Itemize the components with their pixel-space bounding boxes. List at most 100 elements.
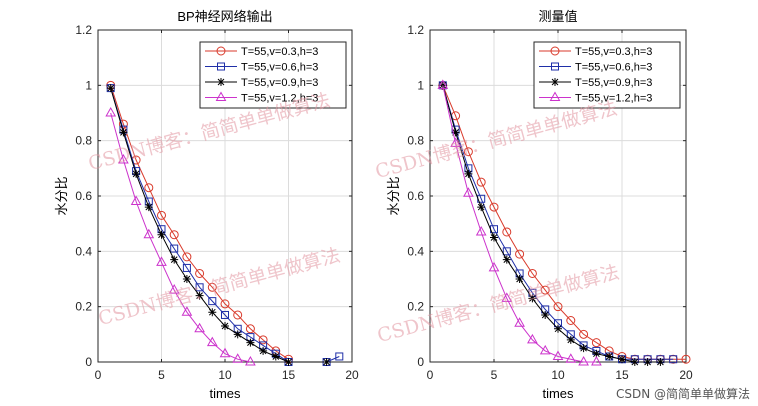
data-point	[208, 308, 217, 317]
data-point	[182, 275, 191, 283]
data-point	[156, 256, 167, 266]
y-tick-label: 0.4	[75, 244, 92, 258]
x-tick-label: 10	[218, 368, 232, 382]
data-point	[220, 299, 230, 309]
data-point	[144, 203, 153, 212]
data-point	[488, 261, 500, 272]
legend-marker	[551, 78, 559, 86]
x-tick-label: 0	[427, 368, 434, 382]
legend-label: T=55,v=0.9,h=3	[575, 77, 652, 89]
data-point	[592, 349, 601, 358]
data-point	[552, 350, 564, 360]
data-point	[233, 330, 242, 339]
y-tick-label: 0.8	[75, 134, 92, 148]
chart-title: BP神经网络输出	[177, 9, 272, 24]
data-point	[490, 233, 498, 242]
y-tick-label: 0.6	[407, 189, 424, 203]
y-tick-label: 0.4	[407, 244, 424, 258]
data-point	[669, 355, 678, 364]
series-4	[105, 106, 256, 366]
data-point	[528, 294, 537, 303]
y-tick-label: 1.2	[407, 23, 424, 37]
data-point	[157, 210, 166, 220]
y-tick-label: 0.2	[75, 300, 92, 314]
x-tick-label: 5	[491, 368, 498, 382]
y-tick-label: 0.6	[75, 189, 92, 203]
series-line	[110, 87, 340, 363]
data-point	[170, 244, 179, 253]
data-point	[475, 225, 487, 236]
data-point	[463, 187, 474, 197]
data-point	[119, 128, 128, 137]
data-point	[450, 137, 461, 147]
series-line	[110, 87, 327, 363]
chart-panel-2: 0 5 10 15 20 0 0.2 0.4 0.6 0.8 1 1.2 测量值 times 水分比 T=55…	[386, 9, 693, 401]
data-point	[553, 302, 563, 312]
data-point	[143, 228, 155, 239]
data-point	[527, 268, 537, 278]
data-point	[502, 247, 511, 256]
data-point	[195, 291, 204, 300]
y-axis-label: 水分比	[54, 176, 69, 215]
data-point	[170, 255, 179, 264]
data-point	[284, 358, 293, 366]
data-point	[476, 177, 486, 187]
y-tick-label: 1.2	[75, 23, 92, 37]
data-point	[501, 292, 513, 302]
legend-marker	[550, 46, 560, 56]
data-point	[322, 358, 331, 366]
x-tick-label: 10	[551, 368, 565, 382]
data-point	[566, 316, 576, 325]
data-point	[208, 297, 217, 306]
legend-marker	[215, 91, 227, 101]
data-point	[502, 255, 511, 264]
data-point	[477, 203, 486, 212]
y-axis-label: 水分比	[386, 176, 401, 215]
y-tick-label: 0	[85, 355, 92, 369]
legend: T=55,v=0.3,h=3 T=55,v=0.6,h=3 T=55,v=0.9,h…	[199, 41, 347, 109]
data-point	[206, 336, 218, 347]
legend-marker	[217, 62, 225, 71]
data-point	[157, 230, 166, 239]
data-point	[259, 346, 268, 355]
data-point	[169, 230, 179, 240]
data-point	[514, 317, 525, 327]
chart-panel-1: 0 5 10 15 20 0 0.2 0.4 0.6 0.8 1 1.2 BP神经网络输出 times 水分…	[54, 9, 359, 401]
data-point	[233, 310, 243, 320]
data-point	[591, 355, 602, 366]
legend-label: T=55,v=0.6,h=3	[241, 62, 318, 74]
x-tick-label: 20	[345, 368, 359, 382]
data-point	[502, 227, 512, 237]
x-tick-label: 5	[158, 368, 165, 382]
data-point	[579, 344, 588, 353]
data-point	[106, 84, 115, 93]
data-point	[194, 322, 205, 333]
series-3	[106, 84, 331, 366]
data-point	[463, 147, 473, 157]
credit-text: CSDN @简简单单做算法	[615, 387, 750, 401]
data-point	[221, 310, 229, 319]
series-line	[110, 85, 289, 360]
data-point	[245, 324, 255, 334]
data-point	[195, 268, 205, 278]
data-point	[132, 169, 141, 178]
data-point	[144, 183, 154, 193]
data-point	[130, 195, 142, 206]
data-point	[182, 252, 192, 262]
data-point	[232, 353, 244, 363]
chart-title: 测量值	[538, 9, 577, 24]
y-tick-label: 0	[417, 355, 424, 369]
data-point	[221, 322, 229, 331]
legend-label: T=55,v=0.3,h=3	[241, 46, 318, 58]
legend-marker	[217, 78, 225, 86]
series-line	[442, 85, 597, 363]
data-point	[195, 283, 204, 292]
series-4	[437, 79, 602, 366]
data-point	[566, 335, 575, 344]
legend: T=55,v=0.3,h=3 T=55,v=0.6,h=3 T=55,v=0.9,h…	[533, 41, 681, 109]
data-point	[605, 352, 614, 361]
data-point	[246, 338, 255, 347]
data-point	[219, 347, 231, 358]
data-point	[630, 358, 639, 366]
